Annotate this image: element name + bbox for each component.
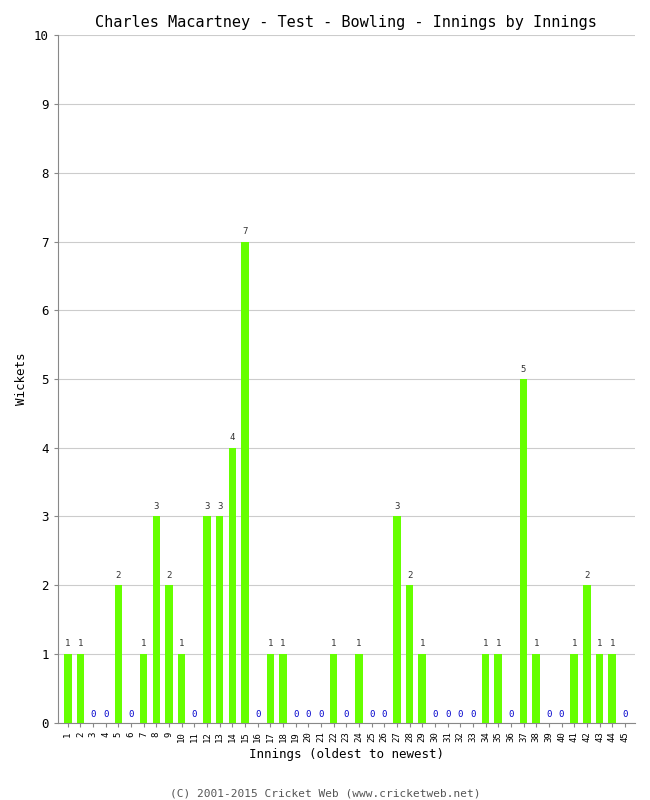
- Bar: [393, 517, 401, 722]
- Bar: [216, 517, 224, 722]
- Text: 0: 0: [369, 710, 374, 718]
- Text: 7: 7: [242, 227, 248, 236]
- Bar: [608, 654, 616, 722]
- Text: 0: 0: [293, 710, 298, 718]
- Text: 1: 1: [268, 639, 273, 649]
- Bar: [583, 586, 591, 722]
- Text: 0: 0: [458, 710, 463, 718]
- Text: 1: 1: [280, 639, 285, 649]
- Text: 1: 1: [610, 639, 615, 649]
- Text: 2: 2: [407, 570, 412, 580]
- Text: 1: 1: [420, 639, 425, 649]
- Bar: [77, 654, 84, 722]
- Text: 1: 1: [483, 639, 488, 649]
- Bar: [571, 654, 578, 722]
- Bar: [266, 654, 274, 722]
- Text: 0: 0: [470, 710, 476, 718]
- Text: 0: 0: [382, 710, 387, 718]
- Bar: [203, 517, 211, 722]
- Text: 0: 0: [255, 710, 261, 718]
- Text: 3: 3: [395, 502, 400, 511]
- Text: 1: 1: [597, 639, 603, 649]
- Bar: [482, 654, 489, 722]
- X-axis label: Innings (oldest to newest): Innings (oldest to newest): [249, 748, 444, 761]
- Text: 1: 1: [571, 639, 577, 649]
- Text: 0: 0: [546, 710, 552, 718]
- Text: 1: 1: [179, 639, 185, 649]
- Text: 0: 0: [344, 710, 349, 718]
- Text: 1: 1: [534, 639, 539, 649]
- Text: 0: 0: [103, 710, 109, 718]
- Text: 1: 1: [78, 639, 83, 649]
- Bar: [330, 654, 337, 722]
- Title: Charles Macartney - Test - Bowling - Innings by Innings: Charles Macartney - Test - Bowling - Inn…: [96, 15, 597, 30]
- Text: 1: 1: [331, 639, 336, 649]
- Text: 1: 1: [141, 639, 146, 649]
- Bar: [520, 379, 527, 722]
- Bar: [280, 654, 287, 722]
- Bar: [419, 654, 426, 722]
- Text: 0: 0: [622, 710, 627, 718]
- Bar: [596, 654, 603, 722]
- Text: 1: 1: [495, 639, 501, 649]
- Text: 4: 4: [229, 434, 235, 442]
- Text: 2: 2: [584, 570, 590, 580]
- Y-axis label: Wickets: Wickets: [15, 353, 28, 406]
- Bar: [140, 654, 148, 722]
- Text: 5: 5: [521, 365, 526, 374]
- Text: 0: 0: [90, 710, 96, 718]
- Bar: [64, 654, 72, 722]
- Text: 0: 0: [128, 710, 134, 718]
- Text: 2: 2: [166, 570, 172, 580]
- Bar: [178, 654, 185, 722]
- Text: 0: 0: [432, 710, 437, 718]
- Text: 2: 2: [116, 570, 121, 580]
- Text: 3: 3: [204, 502, 210, 511]
- Bar: [355, 654, 363, 722]
- Text: 0: 0: [559, 710, 564, 718]
- Text: 3: 3: [217, 502, 222, 511]
- Text: 0: 0: [445, 710, 450, 718]
- Bar: [229, 448, 236, 722]
- Bar: [114, 586, 122, 722]
- Text: 3: 3: [153, 502, 159, 511]
- Bar: [495, 654, 502, 722]
- Text: 0: 0: [508, 710, 514, 718]
- Text: 0: 0: [306, 710, 311, 718]
- Text: (C) 2001-2015 Cricket Web (www.cricketweb.net): (C) 2001-2015 Cricket Web (www.cricketwe…: [170, 788, 480, 798]
- Text: 0: 0: [192, 710, 197, 718]
- Bar: [406, 586, 413, 722]
- Bar: [241, 242, 249, 722]
- Bar: [532, 654, 540, 722]
- Bar: [165, 586, 173, 722]
- Text: 1: 1: [356, 639, 361, 649]
- Text: 0: 0: [318, 710, 324, 718]
- Text: 1: 1: [65, 639, 70, 649]
- Bar: [153, 517, 160, 722]
